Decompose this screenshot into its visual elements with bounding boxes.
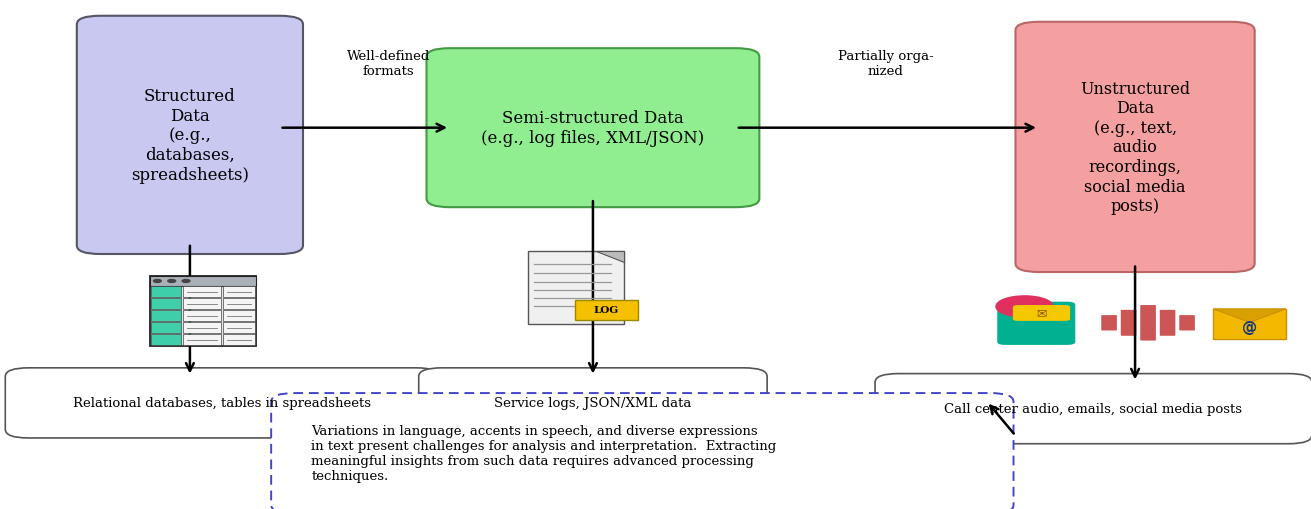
FancyBboxPatch shape	[223, 287, 256, 298]
FancyBboxPatch shape	[151, 299, 181, 310]
FancyBboxPatch shape	[574, 300, 637, 321]
FancyBboxPatch shape	[1013, 305, 1070, 321]
FancyBboxPatch shape	[149, 276, 256, 286]
FancyBboxPatch shape	[426, 49, 759, 208]
FancyBboxPatch shape	[418, 368, 767, 438]
FancyBboxPatch shape	[151, 310, 181, 322]
Text: Call center audio, emails, social media posts: Call center audio, emails, social media …	[944, 403, 1243, 415]
FancyBboxPatch shape	[1180, 316, 1194, 331]
Text: Variations in language, accents in speech, and diverse expressions
in text prese: Variations in language, accents in speec…	[312, 425, 776, 483]
Circle shape	[182, 280, 190, 283]
Circle shape	[153, 280, 161, 283]
FancyBboxPatch shape	[1160, 310, 1176, 336]
FancyBboxPatch shape	[1121, 310, 1137, 336]
FancyBboxPatch shape	[151, 323, 181, 334]
FancyBboxPatch shape	[182, 299, 222, 310]
Text: Relational databases, tables in spreadsheets: Relational databases, tables in spreadsh…	[73, 397, 371, 410]
FancyBboxPatch shape	[149, 276, 256, 346]
FancyBboxPatch shape	[77, 17, 303, 254]
Text: Well-defined
formats: Well-defined formats	[347, 50, 430, 78]
Text: Semi-structured Data
(e.g., log files, XML/JSON): Semi-structured Data (e.g., log files, X…	[481, 110, 704, 147]
FancyBboxPatch shape	[271, 393, 1013, 509]
FancyBboxPatch shape	[1213, 309, 1286, 339]
FancyBboxPatch shape	[151, 334, 181, 346]
Text: ✉: ✉	[1036, 306, 1046, 320]
FancyBboxPatch shape	[182, 323, 222, 334]
Circle shape	[996, 296, 1053, 318]
FancyBboxPatch shape	[5, 368, 439, 438]
Text: Service logs, JSON/XML data: Service logs, JSON/XML data	[494, 397, 692, 410]
FancyBboxPatch shape	[1016, 23, 1255, 272]
FancyBboxPatch shape	[1141, 305, 1156, 341]
FancyBboxPatch shape	[1101, 316, 1117, 331]
FancyBboxPatch shape	[528, 252, 624, 324]
FancyBboxPatch shape	[223, 323, 256, 334]
Text: Partially orga-
nized: Partially orga- nized	[838, 50, 933, 78]
FancyBboxPatch shape	[223, 334, 256, 346]
FancyBboxPatch shape	[223, 310, 256, 322]
Text: @: @	[1242, 320, 1257, 334]
FancyBboxPatch shape	[182, 287, 222, 298]
FancyBboxPatch shape	[998, 302, 1075, 345]
FancyBboxPatch shape	[182, 310, 222, 322]
Text: LOG: LOG	[594, 306, 619, 315]
Polygon shape	[1213, 309, 1286, 323]
FancyBboxPatch shape	[182, 334, 222, 346]
Text: Unstructured
Data
(e.g., text,
audio
recordings,
social media
posts): Unstructured Data (e.g., text, audio rec…	[1080, 80, 1190, 215]
FancyBboxPatch shape	[223, 299, 256, 310]
FancyBboxPatch shape	[151, 287, 181, 298]
FancyBboxPatch shape	[874, 374, 1311, 444]
Polygon shape	[595, 252, 624, 263]
Circle shape	[168, 280, 176, 283]
Text: Structured
Data
(e.g.,
databases,
spreadsheets): Structured Data (e.g., databases, spread…	[131, 88, 249, 183]
